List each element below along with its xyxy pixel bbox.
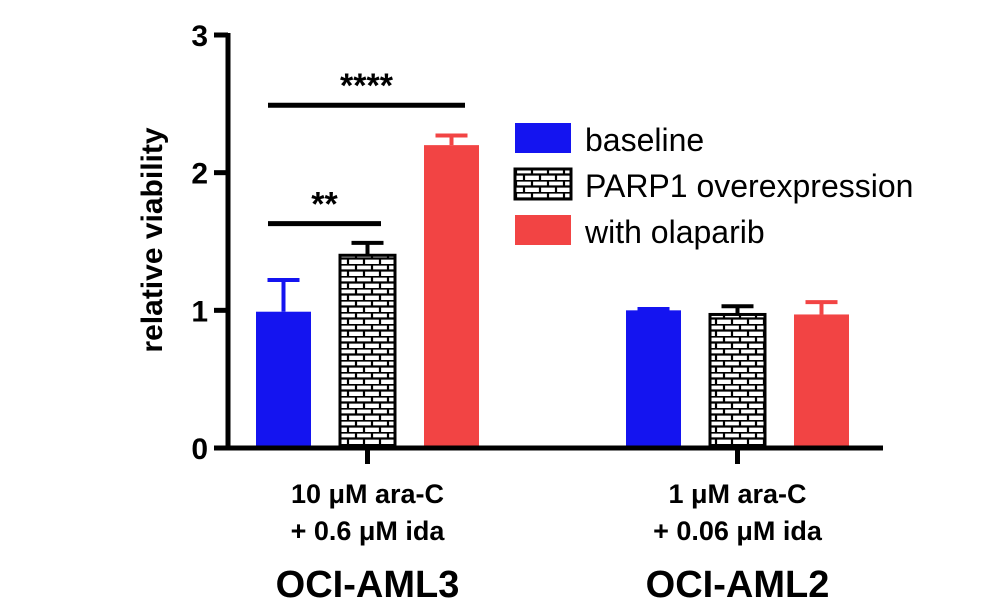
legend-label-2: PARP1 overexpression bbox=[585, 168, 913, 204]
legend-label-1: baseline bbox=[585, 122, 704, 158]
x-labels-layer: 10 μM ara-C + 0.6 μM ida OCI-AML3 1 μM ara-… bbox=[276, 448, 830, 606]
group-label-line2-1: + 0.6 μM ida bbox=[291, 516, 446, 546]
y-axis-title: relative viability bbox=[136, 127, 169, 352]
bar-2-group-2 bbox=[708, 312, 767, 450]
bar-1-group-1 bbox=[256, 311, 311, 448]
bar-1-group-2 bbox=[626, 310, 681, 448]
cell-line-label-1: OCI-AML3 bbox=[276, 564, 460, 606]
y-tick-label-3: 3 bbox=[191, 20, 208, 53]
bar-2-group-1 bbox=[338, 253, 397, 450]
bar-3-group-2 bbox=[794, 314, 849, 448]
group-label-line2-2: + 0.06 μM ida bbox=[653, 516, 823, 546]
significance-label-1: ** bbox=[311, 186, 338, 224]
y-tick-label-1: 1 bbox=[191, 295, 208, 328]
legend: baseline PARP1 overexpression with olapari… bbox=[513, 122, 913, 250]
bars-layer bbox=[256, 133, 849, 450]
y-tick-label-2: 2 bbox=[191, 158, 208, 191]
legend-label-3: with olaparib bbox=[584, 214, 765, 250]
legend-swatch-3 bbox=[515, 215, 571, 245]
group-label-line1-2: 1 μM ara-C bbox=[668, 479, 806, 509]
bar-3-group-1 bbox=[424, 145, 479, 448]
cell-line-label-2: OCI-AML2 bbox=[646, 564, 830, 606]
axes-layer: 0 1 2 3 bbox=[191, 20, 883, 466]
group-label-line1-1: 10 μM ara-C bbox=[291, 479, 444, 509]
legend-swatch-2 bbox=[513, 167, 573, 201]
legend-swatch-1 bbox=[515, 123, 571, 153]
significance-label-2: **** bbox=[340, 67, 394, 105]
significance-layer: ****** bbox=[268, 67, 465, 227]
y-tick-label-0: 0 bbox=[191, 433, 208, 466]
